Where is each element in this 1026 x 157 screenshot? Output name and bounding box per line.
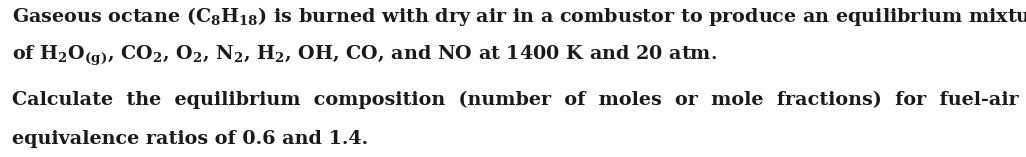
Text: of $\mathregular{H_2O_{(g)}}$, $\mathregular{CO_2}$, $\mathregular{O_2}$, $\math: of $\mathregular{H_2O_{(g)}}$, $\mathreg… [12,44,717,68]
Text: Calculate  the  equilibrium  composition  (number  of  moles  or  mole  fraction: Calculate the equilibrium composition (n… [12,91,1019,109]
Text: Gaseous octane ($\mathregular{C_8H_{18}}$) is burned with dry air in a combustor: Gaseous octane ($\mathregular{C_8H_{18}}… [12,5,1026,28]
Text: equivalence ratios of 0.6 and 1.4.: equivalence ratios of 0.6 and 1.4. [12,130,368,148]
